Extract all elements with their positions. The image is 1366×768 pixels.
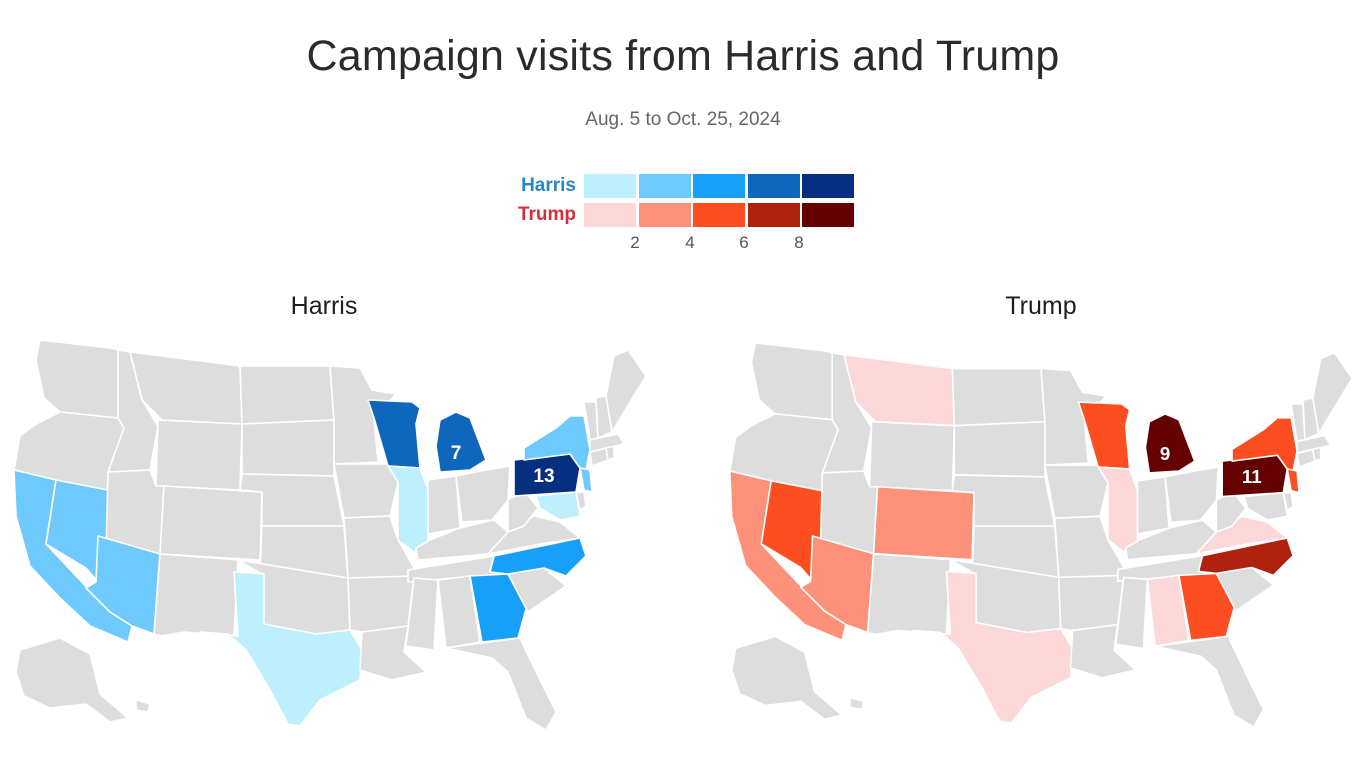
legend-swatch-trump: [693, 203, 745, 227]
legend-tick: 4: [685, 233, 695, 252]
state-mo: [1054, 515, 1131, 579]
state-visit-label-mi: 9: [1160, 443, 1170, 464]
chart-title: Campaign visits from Harris and Trump: [306, 32, 1060, 80]
legend-swatch-trump: [747, 203, 800, 227]
chart-subtitle: Aug. 5 to Oct. 25, 2024: [585, 109, 781, 130]
state-hi: [135, 699, 151, 713]
state-me: [1312, 352, 1353, 435]
state-mo: [343, 515, 421, 579]
legend-tick: 6: [739, 233, 749, 252]
legend-swatch-harris: [693, 174, 745, 198]
state-ia: [333, 463, 399, 519]
state-wa: [750, 342, 833, 421]
state-ga: [1178, 572, 1237, 642]
state-de: [575, 491, 587, 511]
legend-swatch-trump: [802, 203, 854, 227]
state-tx: [199, 571, 363, 727]
state-ms: [1115, 576, 1149, 650]
state-wi: [1077, 401, 1131, 470]
state-al: [1146, 574, 1190, 648]
state-wy: [155, 419, 243, 491]
state-wa: [35, 339, 119, 419]
state-me: [605, 349, 647, 433]
state-visit-label-mi: 7: [451, 443, 462, 464]
state-in: [1136, 476, 1170, 535]
state-tx: [912, 570, 1074, 724]
map-title-harris: Harris: [290, 292, 358, 320]
map-harris: 7 13: [13, 339, 647, 731]
state-fl: [1154, 635, 1265, 728]
map-title-trump: Trump: [1005, 292, 1077, 320]
state-ga: [469, 573, 529, 643]
legend-label-trump: Trump: [517, 204, 576, 225]
legend-swatch-trump: [638, 203, 691, 227]
state-ms: [405, 577, 439, 651]
state-ny: [523, 415, 591, 471]
state-nc: [1197, 537, 1294, 577]
legend-swatch-harris: [747, 174, 800, 198]
state-wi: [367, 399, 421, 469]
state-ak: [15, 637, 129, 723]
state-ar: [347, 575, 415, 633]
state-ky: [1124, 519, 1218, 561]
state-nd: [239, 365, 335, 425]
color-legend: Harris Trump 2 4 6 8: [0, 0, 1366, 260]
state-ny: [1231, 417, 1298, 472]
state-sd: [953, 420, 1046, 478]
state-nm: [866, 552, 952, 636]
state-hi: [849, 696, 865, 711]
state-oh: [455, 465, 511, 523]
state-fl: [445, 637, 557, 731]
legend-swatch-trump: [584, 203, 636, 227]
legend-swatch-harris: [638, 174, 691, 198]
state-de: [1282, 491, 1294, 512]
state-nm: [153, 553, 239, 637]
legend-swatch-harris: [802, 174, 854, 198]
state-visit-label-pa: 11: [1242, 466, 1262, 487]
state-mi: [435, 411, 487, 473]
state-oh: [1164, 466, 1220, 523]
state-co: [159, 485, 263, 561]
legend-tick: 2: [630, 233, 640, 252]
state-wy: [868, 420, 956, 492]
legend-tick: 8: [794, 233, 804, 252]
state-visit-label-pa: 13: [533, 466, 554, 487]
state-md: [535, 491, 581, 521]
state-mi: [1144, 413, 1196, 474]
state-co: [872, 485, 975, 561]
state-nc: [489, 537, 587, 577]
state-md: [1243, 491, 1288, 522]
state-al: [437, 575, 481, 649]
legend-swatch-harris: [584, 174, 636, 198]
state-nj: [579, 467, 593, 493]
legend-label-harris: Harris: [521, 175, 576, 196]
state-nj: [1286, 468, 1300, 494]
state-ky: [415, 519, 509, 561]
map-trump: 9 11: [729, 342, 1353, 728]
state-ar: [1057, 574, 1125, 632]
state-ia: [1044, 464, 1109, 520]
state-sd: [241, 419, 335, 477]
state-nd: [951, 367, 1046, 427]
state-ak: [730, 635, 843, 720]
state-in: [427, 475, 461, 535]
